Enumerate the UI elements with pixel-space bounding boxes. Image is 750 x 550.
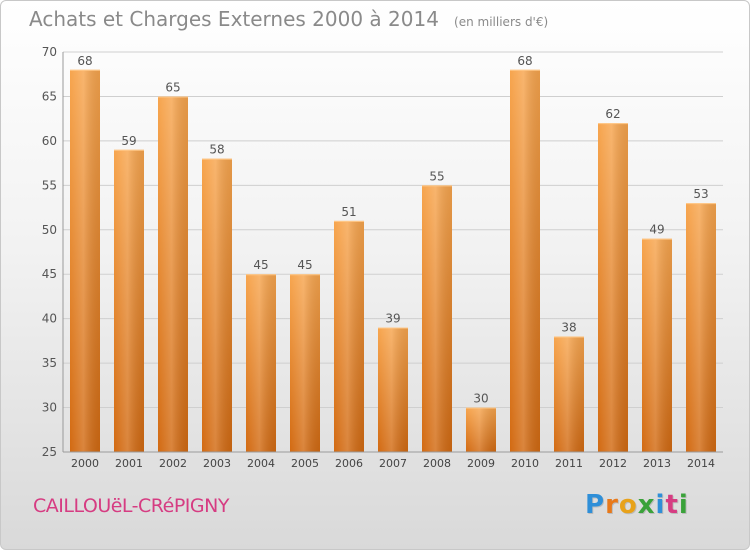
y-tick-label: 70: [42, 45, 57, 59]
data-label: 59: [121, 134, 136, 148]
bar-shine: [158, 96, 188, 452]
x-tick-label: 2004: [247, 457, 275, 470]
data-label: 45: [253, 258, 268, 272]
label-layer: 68 59 65 58 45 45 51 39 55 30 68 38 62 49 53: [77, 54, 708, 406]
x-tick-label: 2010: [511, 457, 539, 470]
logo-letter: t: [665, 490, 679, 520]
bar-layer: [70, 69, 716, 453]
data-label: 30: [473, 392, 488, 406]
x-tick-label: 2012: [599, 457, 627, 470]
x-tick-label: 2002: [159, 457, 187, 470]
data-label: 39: [385, 312, 400, 326]
bar-shine: [378, 327, 408, 452]
x-tick-label: 2009: [467, 457, 495, 470]
y-tick-label: 45: [42, 267, 57, 281]
data-label: 45: [297, 258, 312, 272]
data-label: 38: [561, 320, 576, 334]
proxiti-logo[interactable]: Proxiti: [585, 490, 689, 520]
bar-shine: [334, 220, 364, 452]
x-tick-label: 2013: [643, 457, 671, 470]
y-tick-label: 55: [42, 178, 57, 192]
bar-shine: [202, 158, 232, 452]
x-tick-label: 2000: [71, 457, 99, 470]
y-tick-label: 35: [42, 356, 57, 370]
x-tick-label: 2011: [555, 457, 583, 470]
bar-shine: [422, 185, 452, 453]
data-label: 49: [649, 223, 664, 237]
bar-shine: [466, 407, 496, 452]
y-tick-label: 60: [42, 134, 57, 148]
y-tick-label: 50: [42, 223, 57, 237]
y-tick-label: 25: [42, 445, 57, 459]
logo-letter: r: [605, 490, 619, 520]
x-tick-label: 2001: [115, 457, 143, 470]
logo-letter: i: [655, 490, 666, 520]
x-tick-label: 2006: [335, 457, 363, 470]
bar-shine: [598, 123, 628, 452]
bar-shine: [554, 336, 584, 452]
bar-shine: [70, 69, 100, 453]
x-tick-label: 2007: [379, 457, 407, 470]
y-tick-label: 30: [42, 401, 57, 415]
bar-shine: [510, 69, 540, 453]
data-label: 62: [605, 107, 620, 121]
x-tick-label: 2008: [423, 457, 451, 470]
data-label: 58: [209, 143, 224, 157]
data-label: 51: [341, 205, 356, 219]
x-tick-label: 2003: [203, 457, 231, 470]
axis-layer: 25 30 35 40 45 50 55 60 65 70 2000 2001 2002 2003 2004…: [42, 45, 723, 470]
x-tick-label: 2014: [687, 457, 715, 470]
bar-shine: [246, 274, 276, 452]
data-label: 55: [429, 169, 444, 183]
chart-subtitle: (en milliers d'€): [454, 15, 549, 29]
chart-title: Achats et Charges Externes 2000 à 2014: [29, 7, 439, 31]
bar-shine: [114, 149, 144, 452]
chart-title-row: Achats et Charges Externes 2000 à 2014 (…: [29, 7, 548, 31]
y-tick-label: 40: [42, 312, 57, 326]
bar-shine: [642, 238, 672, 452]
logo-letter: x: [637, 490, 656, 520]
logo-letter: P: [585, 490, 606, 520]
y-tick-label: 65: [42, 89, 57, 103]
bar-shine: [686, 203, 716, 452]
data-label: 53: [693, 187, 708, 201]
commune-name: CAILLOUëL-CRéPIGNY: [33, 495, 229, 517]
bar-shine: [290, 274, 320, 452]
logo-letter: o: [618, 490, 638, 520]
logo-letter: i: [678, 490, 689, 520]
data-label: 65: [165, 80, 180, 94]
data-label: 68: [517, 54, 532, 68]
x-tick-label: 2005: [291, 457, 319, 470]
data-label: 68: [77, 54, 92, 68]
